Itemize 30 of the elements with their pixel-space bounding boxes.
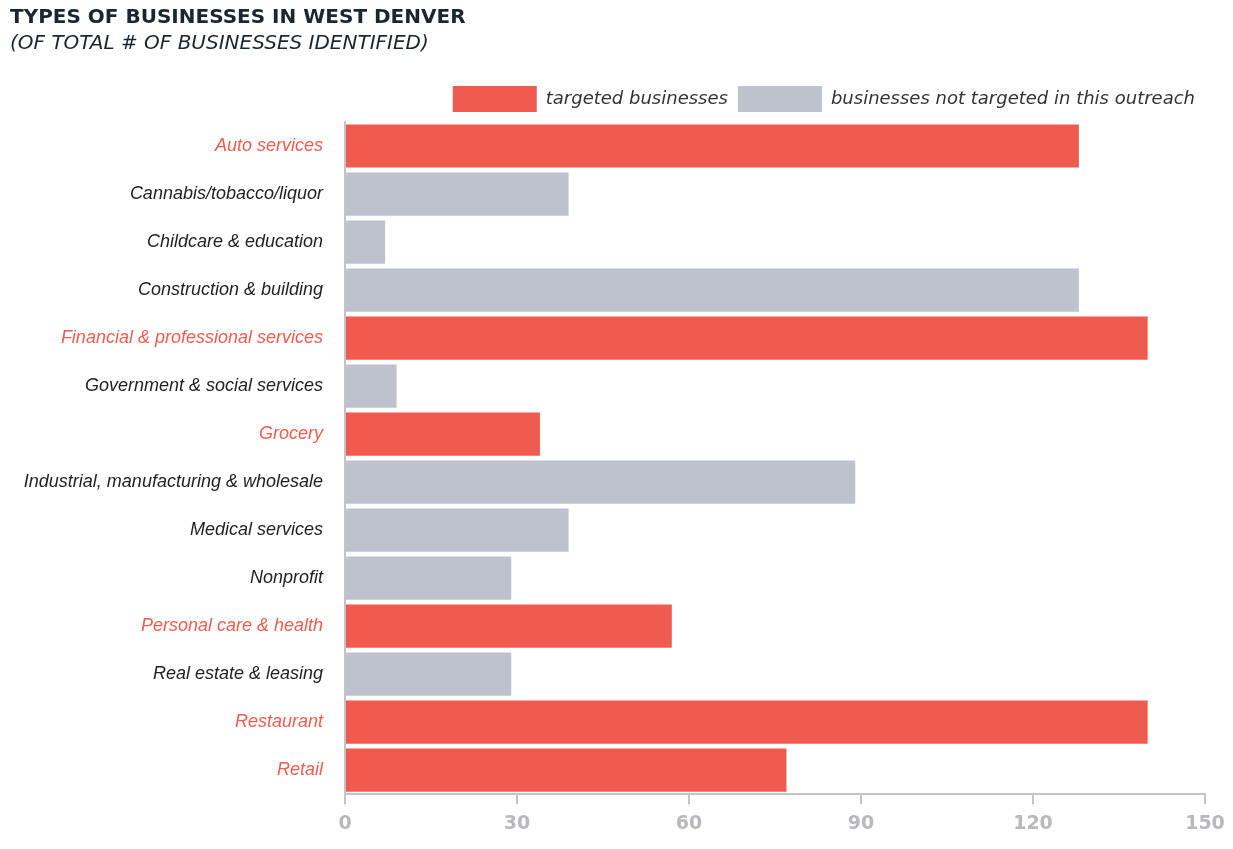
x-tick-label: 120 bbox=[1013, 810, 1053, 833]
y-tick-label: Construction & building bbox=[137, 279, 323, 300]
chart-title: TYPES OF BUSINESSES IN WEST DENVER bbox=[10, 4, 466, 29]
y-tick-label: Restaurant bbox=[234, 711, 324, 732]
y-tick-label: Grocery bbox=[258, 423, 324, 444]
y-tick-label: Government & social services bbox=[84, 375, 323, 396]
y-tick-label: Medical services bbox=[189, 519, 323, 540]
bar bbox=[346, 700, 1148, 744]
x-tick-label: 0 bbox=[338, 810, 352, 833]
y-tick-label: Retail bbox=[276, 759, 324, 780]
y-tick-label: Childcare & education bbox=[146, 231, 323, 252]
x-tick-label: 150 bbox=[1185, 810, 1225, 833]
bar bbox=[346, 316, 1148, 360]
bar bbox=[346, 412, 540, 456]
y-tick-label: Nonprofit bbox=[249, 567, 324, 588]
bar bbox=[346, 124, 1079, 168]
y-tick-label: Real estate & leasing bbox=[152, 663, 323, 684]
bar bbox=[346, 748, 787, 792]
bar bbox=[346, 604, 672, 648]
x-tick-label: 30 bbox=[503, 810, 531, 833]
legend-label: targeted businesses bbox=[545, 86, 728, 108]
y-tick-label: Cannabis/tobacco/liquor bbox=[129, 183, 324, 204]
y-tick-label: Personal care & health bbox=[140, 615, 323, 636]
chart-subtitle: (OF TOTAL # OF BUSINESSES IDENTIFIED) bbox=[10, 30, 429, 55]
y-tick-label: Financial & professional services bbox=[60, 327, 323, 348]
x-tick-label: 90 bbox=[847, 810, 875, 833]
y-tick-label: Auto services bbox=[213, 135, 323, 156]
legend-label: businesses not targeted in this outreach bbox=[830, 86, 1195, 108]
x-tick-label: 60 bbox=[675, 810, 703, 833]
y-tick-label: Industrial, manufacturing & wholesale bbox=[23, 471, 323, 492]
